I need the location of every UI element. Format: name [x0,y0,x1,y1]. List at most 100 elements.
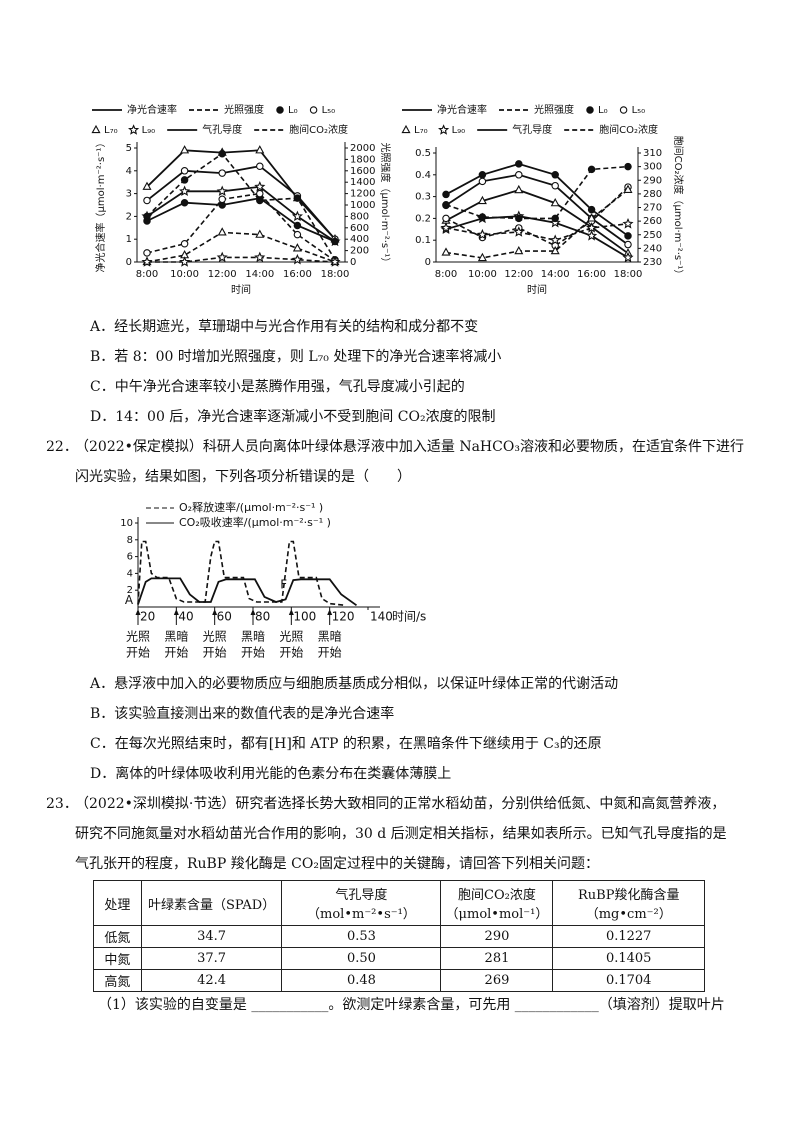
marker [180,240,189,248]
marker [179,185,191,197]
marker [128,124,140,135]
y-tick-label: 1 [126,234,132,245]
marker [179,256,191,267]
y-tick-label: 0 [425,257,431,268]
y-tick-label: 4 [126,166,132,177]
annotation: A [125,593,134,607]
y2-tick-label: 200 [350,246,369,257]
event-label: 黑暗 [164,629,188,644]
chart-conductance: 0 0.1 0.2 0.3 0.4 0.5 230 240 250 260 270 280 290 300… [401,103,685,296]
marker [291,210,303,222]
event-label: 光照 [279,630,303,644]
header-cell: 胞间CO₂浓度（μmol•mol⁻¹） [440,880,554,926]
legend-label: 光照强度 [534,103,574,116]
y-tick-label: 2 [127,585,133,596]
x-tick-label: 40 [178,610,193,624]
marker [515,171,523,179]
question-text: 气孔张开的程度，RuBP 羧化酶是 CO₂固定过程中的关键酶，请回答下列相关问题… [75,856,599,872]
marker [254,251,266,263]
x-axis-title: 时间 [527,283,547,296]
event-arrowhead [135,609,141,615]
table-cell: 34.7 [140,925,283,948]
marker [478,171,487,179]
x-tick-label: 120 [332,610,355,624]
y2-axis-title: 胞间CO₂浓度（μmol·m⁻²·s⁻¹） [672,136,685,280]
marker [478,177,487,186]
question-number: 23． [46,796,78,812]
y-tick-label: 0.3 [415,192,431,203]
series-line [445,215,629,259]
y2-tick-label: 270 [643,203,662,214]
marker [442,214,450,223]
marker [329,256,341,267]
event-label: 开始 [164,646,188,660]
marker [309,106,318,114]
y2-tick-label: 600 [350,223,369,234]
x-tick-label: 12:00 [208,269,237,280]
series-line [445,189,629,255]
marker [550,197,560,207]
marker [587,205,596,214]
legend-label: L₅₀ [322,105,336,116]
marker [142,181,152,190]
marker [293,194,302,202]
event-label: 开始 [279,646,303,660]
marker [476,228,488,240]
legend-label: 气孔导度 [202,123,242,136]
x-tick-label: 8:00 [435,269,457,280]
x-axis-title: 时间/s [392,610,426,624]
y-axis-title: 净光合速率（μmol·m⁻²·s⁻¹） [94,138,107,273]
marker [551,214,559,223]
x-tick-label: 12:00 [504,269,533,280]
y2-tick-label: 1000 [350,200,375,211]
marker [143,212,151,221]
sub-question: （1）该实验的自变量是 ___________。欲测定叶绿素含量，可先用 ___… [98,997,725,1013]
x-tick-label: 18:00 [321,269,350,280]
marker [143,196,151,205]
marker [293,230,302,239]
series-line [445,173,629,246]
marker [91,124,101,134]
marker [218,169,226,177]
legend-label: CO₂吸收速率/(μmol·m⁻²·s⁻¹ ) [179,515,331,529]
x-tick-label: 60 [217,610,232,624]
x-tick-label: 80 [255,610,270,624]
table-cell: 0.48 [281,969,442,992]
marker [586,106,594,114]
marker [442,201,450,209]
y-tick-label: 6 [127,552,133,563]
marker [622,218,634,229]
y-tick-label: 10 [120,518,133,529]
marker [440,222,452,233]
legend-label: 光照强度 [224,103,264,116]
marker [514,245,524,255]
marker [256,196,264,205]
marker [515,160,523,168]
marker [551,171,559,179]
option: A．悬浮液中加入的必要物质应与细胞质基质成分相似，以保证叶绿体正常的代谢活动 [90,676,619,692]
y2-tick-label: 240 [643,243,662,254]
marker [442,190,450,199]
event-label: 开始 [318,646,342,660]
question-number: 22． [46,439,78,455]
event-label: 开始 [203,646,227,660]
series-line [146,165,336,240]
series-line [445,162,629,237]
marker [180,167,189,175]
x-tick-label: 16:00 [577,269,606,280]
marker [180,198,189,207]
option: C．中午净光合速率较小是蒸腾作用强，气孔导度减小引起的 [90,379,465,395]
marker [218,195,226,204]
marker [587,213,597,222]
y-tick-label: 0.2 [415,213,431,224]
table-cell: 290 [440,925,554,948]
table-cell: 0.1704 [552,969,705,992]
marker [549,234,561,245]
marker [622,251,634,263]
series-line [146,197,336,243]
table-row: 低氮 34.7 0.53 290 0.1227 [93,925,705,948]
event-label: 黑暗 [318,629,342,644]
marker [331,237,339,246]
y2-tick-label: 250 [643,230,662,241]
